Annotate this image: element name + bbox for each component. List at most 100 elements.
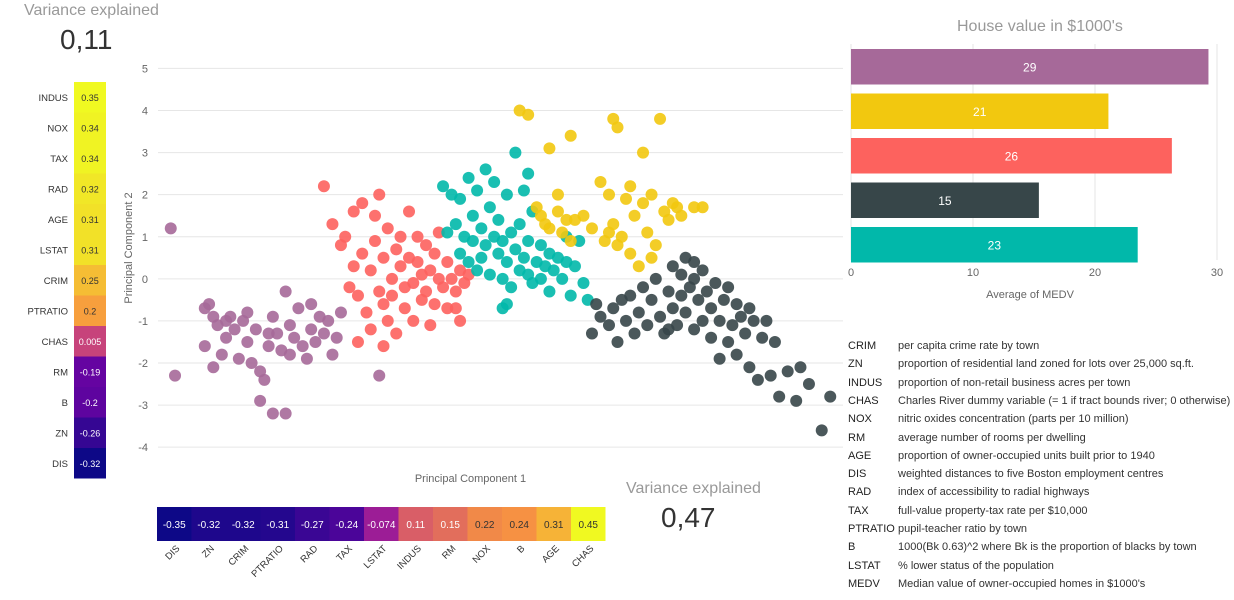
pc1-heat-label: NOX: [471, 543, 494, 566]
scatter-point-cluster1: [317, 327, 330, 340]
scatter-point-cluster3: [407, 314, 420, 327]
scatter-point-cluster4: [747, 314, 760, 327]
scatter-point-cluster3: [441, 256, 454, 268]
pc1-heat-label: INDUS: [395, 543, 424, 572]
scatter-point-cluster2: [641, 226, 654, 239]
scatter-point-cluster3: [381, 222, 394, 235]
scatter-point-cluster3: [364, 264, 377, 277]
scatter-point-cluster4: [641, 319, 654, 332]
scatter-point-cluster3: [441, 302, 454, 315]
pc2-heat-cell: [74, 143, 106, 174]
scatter-point-cluster1: [249, 323, 262, 336]
scatter-point-cluster5: [534, 272, 547, 285]
bar: [851, 93, 1109, 129]
legend-key: DIS: [848, 468, 867, 481]
scatter-point-cluster2: [602, 188, 615, 201]
legend-description: nitric oxides concentration (parts per 1…: [898, 413, 1129, 426]
scatter-point-cluster5: [479, 239, 492, 252]
scatter-point-cluster4: [679, 306, 692, 319]
pc1-heat-cell: [502, 507, 537, 541]
scatter-y-tick: -4: [138, 442, 148, 454]
scatter-point-cluster4: [590, 298, 603, 311]
scatter-point-cluster5: [547, 264, 560, 277]
pc2-variance-title: Variance explained: [24, 2, 159, 19]
pc2-heat-label: AGE: [48, 215, 68, 226]
scatter-point-cluster4: [751, 373, 764, 386]
scatter-point-cluster5: [500, 256, 513, 268]
pc1-heat-cell: [364, 507, 399, 541]
scatter-point-cluster1: [220, 314, 233, 327]
pc1-heat-label: B: [515, 543, 527, 555]
scatter-point-cluster4: [688, 323, 701, 336]
scatter-point-cluster5: [466, 209, 479, 222]
scatter-point-cluster1: [215, 348, 228, 361]
pc2-heat-value: 0.31: [81, 215, 99, 225]
pc2-heat-cell: [74, 204, 106, 235]
pc1-heat-value: -0.35: [163, 520, 186, 531]
scatter-point-cluster3: [356, 197, 369, 210]
pc1-heat-cell: [571, 507, 606, 541]
scatter-point-cluster4: [802, 378, 815, 391]
pc2-heat-label: CRIM: [44, 276, 68, 287]
scatter-point-cluster5: [492, 213, 505, 226]
pc2-heat-cell: [74, 173, 106, 204]
scatter-point-cluster5: [475, 251, 488, 264]
scatter-point-cluster5: [454, 247, 467, 260]
pc2-heat-cell: [74, 356, 106, 387]
pc2-heat-cell: [74, 295, 106, 326]
pc1-heat-cell: [329, 507, 364, 541]
scatter-point-cluster2: [585, 222, 598, 235]
pc1-heat-value: 0.22: [475, 520, 495, 531]
pc1-heat-value: -0.24: [335, 520, 358, 531]
scatter-point-cluster5: [488, 176, 501, 189]
scatter-point-cluster2: [662, 213, 675, 226]
scatter-point-cluster4: [628, 327, 641, 340]
scatter-point-cluster2: [632, 260, 645, 273]
legend-key: TAX: [848, 504, 869, 517]
scatter-point-cluster1: [203, 298, 216, 311]
pc2-heat-label: ZN: [55, 428, 68, 439]
scatter-point-cluster4: [760, 314, 773, 327]
scatter-point-cluster3: [407, 277, 420, 290]
scatter-point-cluster4: [730, 348, 743, 361]
scatter-point-cluster2: [551, 188, 564, 201]
scatter-point-cluster3: [428, 298, 441, 311]
bar-x-label: Average of MEDV: [986, 289, 1075, 301]
pc1-heat-label: CHAS: [570, 543, 596, 569]
scatter-point-cluster3: [432, 226, 445, 239]
scatter-point-cluster1: [266, 310, 279, 323]
scatter-point-cluster2: [624, 247, 637, 260]
scatter-point-cluster4: [662, 285, 675, 298]
scatter-point-cluster3: [343, 281, 356, 294]
scatter-point-cluster4: [675, 268, 688, 281]
pc2-heat-value: 0.32: [81, 184, 99, 194]
pc1-heat-label: LSTAT: [362, 543, 390, 571]
scatter-point-cluster3: [386, 272, 399, 285]
scatter-point-cluster2: [577, 209, 590, 222]
pc1-heat-value: -0.27: [301, 520, 324, 531]
scatter-point-cluster5: [466, 234, 479, 247]
scatter-point-cluster5: [509, 243, 522, 256]
scatter-point-cluster4: [632, 306, 645, 319]
pc1-heat-label: RAD: [298, 543, 320, 565]
scatter-point-cluster5: [522, 167, 535, 180]
legend-key: MEDV: [848, 577, 880, 590]
scatter-point-cluster2: [611, 121, 624, 134]
scatter-point-cluster2: [607, 218, 620, 231]
scatter-point-cluster4: [696, 314, 709, 327]
scatter-point-cluster1: [207, 361, 220, 374]
legend-key: AGE: [848, 449, 872, 462]
bar-value-label: 21: [973, 105, 987, 119]
scatter-point-cluster3: [394, 260, 407, 273]
legend-description: proportion of residential land zoned for…: [898, 358, 1194, 371]
scatter-point-cluster5: [564, 289, 577, 302]
scatter-point-cluster1: [326, 348, 339, 361]
scatter-point-cluster3: [424, 319, 437, 332]
medv-bar-chart: 0 10 20 30 29 21 26 15 23 Average of MEDV: [848, 44, 1223, 301]
pc1-heat-value: 0.31: [544, 520, 564, 531]
scatter-y-tick: 5: [142, 63, 148, 75]
scatter-point-cluster2: [637, 197, 650, 210]
scatter-point-cluster3: [394, 230, 407, 243]
scatter-point-cluster2: [522, 108, 535, 121]
scatter-point-cluster4: [730, 298, 743, 311]
